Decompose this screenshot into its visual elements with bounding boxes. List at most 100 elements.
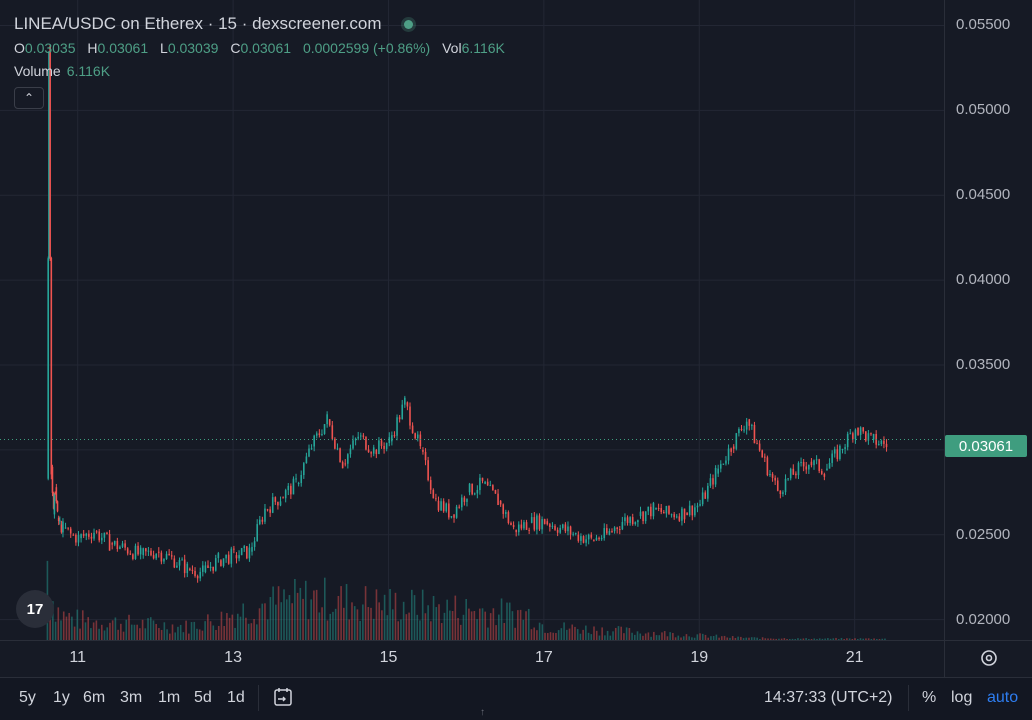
calendar-goto-icon[interactable] bbox=[272, 686, 294, 708]
range-5d-button[interactable]: 5d bbox=[194, 689, 212, 706]
candle-body bbox=[577, 534, 580, 541]
candle-body bbox=[385, 443, 388, 449]
candle-body bbox=[287, 485, 290, 491]
candle-body bbox=[328, 419, 331, 426]
volume-bar bbox=[318, 612, 321, 640]
volume-bar bbox=[818, 638, 821, 640]
candle-body bbox=[191, 569, 194, 571]
candle-body bbox=[98, 531, 101, 541]
volume-bar bbox=[742, 638, 745, 640]
candle-body bbox=[696, 505, 699, 508]
candle-body bbox=[854, 429, 857, 440]
settings-icon[interactable] bbox=[979, 648, 999, 668]
timezone-clock[interactable]: 14:37:33 (UTC+2) bbox=[764, 689, 893, 706]
candle-body bbox=[647, 506, 650, 512]
candle-body bbox=[686, 512, 688, 516]
volume-bar bbox=[604, 635, 606, 640]
volume-bar bbox=[802, 638, 805, 640]
volume-bar bbox=[625, 627, 628, 640]
candle-body bbox=[132, 554, 134, 559]
candle-body bbox=[561, 524, 564, 528]
volume-bar bbox=[239, 616, 242, 640]
candle-body bbox=[481, 477, 484, 481]
candle-body bbox=[523, 522, 525, 529]
volume-bar bbox=[780, 638, 783, 640]
candle-body bbox=[543, 519, 546, 525]
volume-bar bbox=[691, 637, 693, 640]
range-6m-button[interactable]: 6m bbox=[83, 689, 106, 706]
volume-bar bbox=[109, 622, 111, 640]
candle-body bbox=[435, 498, 437, 500]
volume-bar bbox=[223, 625, 225, 640]
candle-body bbox=[251, 546, 253, 552]
candle-body bbox=[616, 527, 618, 530]
volume-bar bbox=[541, 624, 544, 640]
candle-body bbox=[764, 456, 766, 458]
candle-body bbox=[644, 511, 647, 522]
collapse-legend-button[interactable]: ⌃ bbox=[14, 87, 44, 109]
candle-body bbox=[437, 500, 440, 511]
candle-body bbox=[499, 500, 502, 505]
volume-bar bbox=[557, 630, 560, 640]
percent-scale-button[interactable]: % bbox=[922, 689, 937, 706]
volume-bar bbox=[389, 589, 391, 640]
volume-bar bbox=[416, 614, 419, 640]
candle-body bbox=[611, 530, 613, 532]
high-key: H bbox=[87, 40, 98, 56]
candle-body bbox=[652, 502, 655, 517]
volume-bar bbox=[185, 620, 187, 640]
range-1d-button[interactable]: 1d bbox=[227, 689, 245, 706]
candle-body bbox=[359, 435, 362, 437]
volume-bar bbox=[848, 638, 851, 640]
chart-pane[interactable]: LINEA/USDC on Etherex · 15 · dexscreener… bbox=[0, 0, 944, 640]
candle-body bbox=[396, 417, 398, 436]
range-1y-button[interactable]: 1y bbox=[53, 689, 70, 706]
candle-body bbox=[668, 505, 670, 514]
volume-bar bbox=[285, 599, 288, 640]
candle-body bbox=[53, 493, 56, 515]
candle-body bbox=[295, 478, 297, 480]
volume-bar bbox=[291, 603, 293, 640]
time-axis[interactable] bbox=[0, 640, 944, 677]
candle-body bbox=[642, 511, 644, 522]
volume-bar bbox=[693, 637, 696, 640]
candle-body bbox=[95, 531, 98, 533]
candle-body bbox=[631, 517, 634, 525]
price-axis[interactable] bbox=[944, 0, 1032, 640]
candle-body bbox=[347, 454, 349, 464]
range-5y-button[interactable]: 5y bbox=[19, 689, 36, 706]
volume-bar bbox=[606, 630, 609, 640]
range-3m-button[interactable]: 3m bbox=[120, 689, 143, 706]
candle-body bbox=[797, 462, 800, 476]
price-chart[interactable] bbox=[0, 0, 944, 640]
candle-body bbox=[165, 553, 168, 559]
volume-bar bbox=[408, 612, 410, 640]
volume-bar bbox=[411, 589, 413, 640]
candle-body bbox=[77, 534, 80, 543]
volume-bar bbox=[196, 628, 198, 640]
candle-body bbox=[528, 529, 530, 531]
volume-bar bbox=[201, 630, 204, 640]
volume-bar bbox=[663, 631, 666, 640]
candle-body bbox=[554, 525, 556, 530]
tradingview-logo[interactable]: 17 bbox=[16, 590, 54, 628]
auto-scale-button[interactable]: auto bbox=[987, 689, 1019, 706]
candle-body bbox=[315, 433, 318, 436]
candle-body bbox=[64, 527, 67, 529]
volume-bar bbox=[753, 637, 756, 640]
candle-body bbox=[248, 547, 251, 559]
candle-body bbox=[362, 435, 365, 437]
volume-bar bbox=[212, 625, 215, 640]
volume-bar bbox=[171, 624, 174, 640]
range-1m-button[interactable]: 1m bbox=[158, 689, 181, 706]
candle-body bbox=[471, 483, 473, 495]
volume-bar bbox=[304, 580, 307, 640]
candle-body bbox=[113, 541, 116, 545]
volume-bar bbox=[367, 607, 370, 640]
candle-body bbox=[313, 435, 315, 447]
volume-bar bbox=[481, 608, 484, 640]
candle-body bbox=[126, 548, 129, 554]
log-scale-button[interactable]: log bbox=[951, 689, 973, 706]
volume-bar bbox=[332, 611, 334, 640]
volume-bar bbox=[666, 636, 669, 640]
